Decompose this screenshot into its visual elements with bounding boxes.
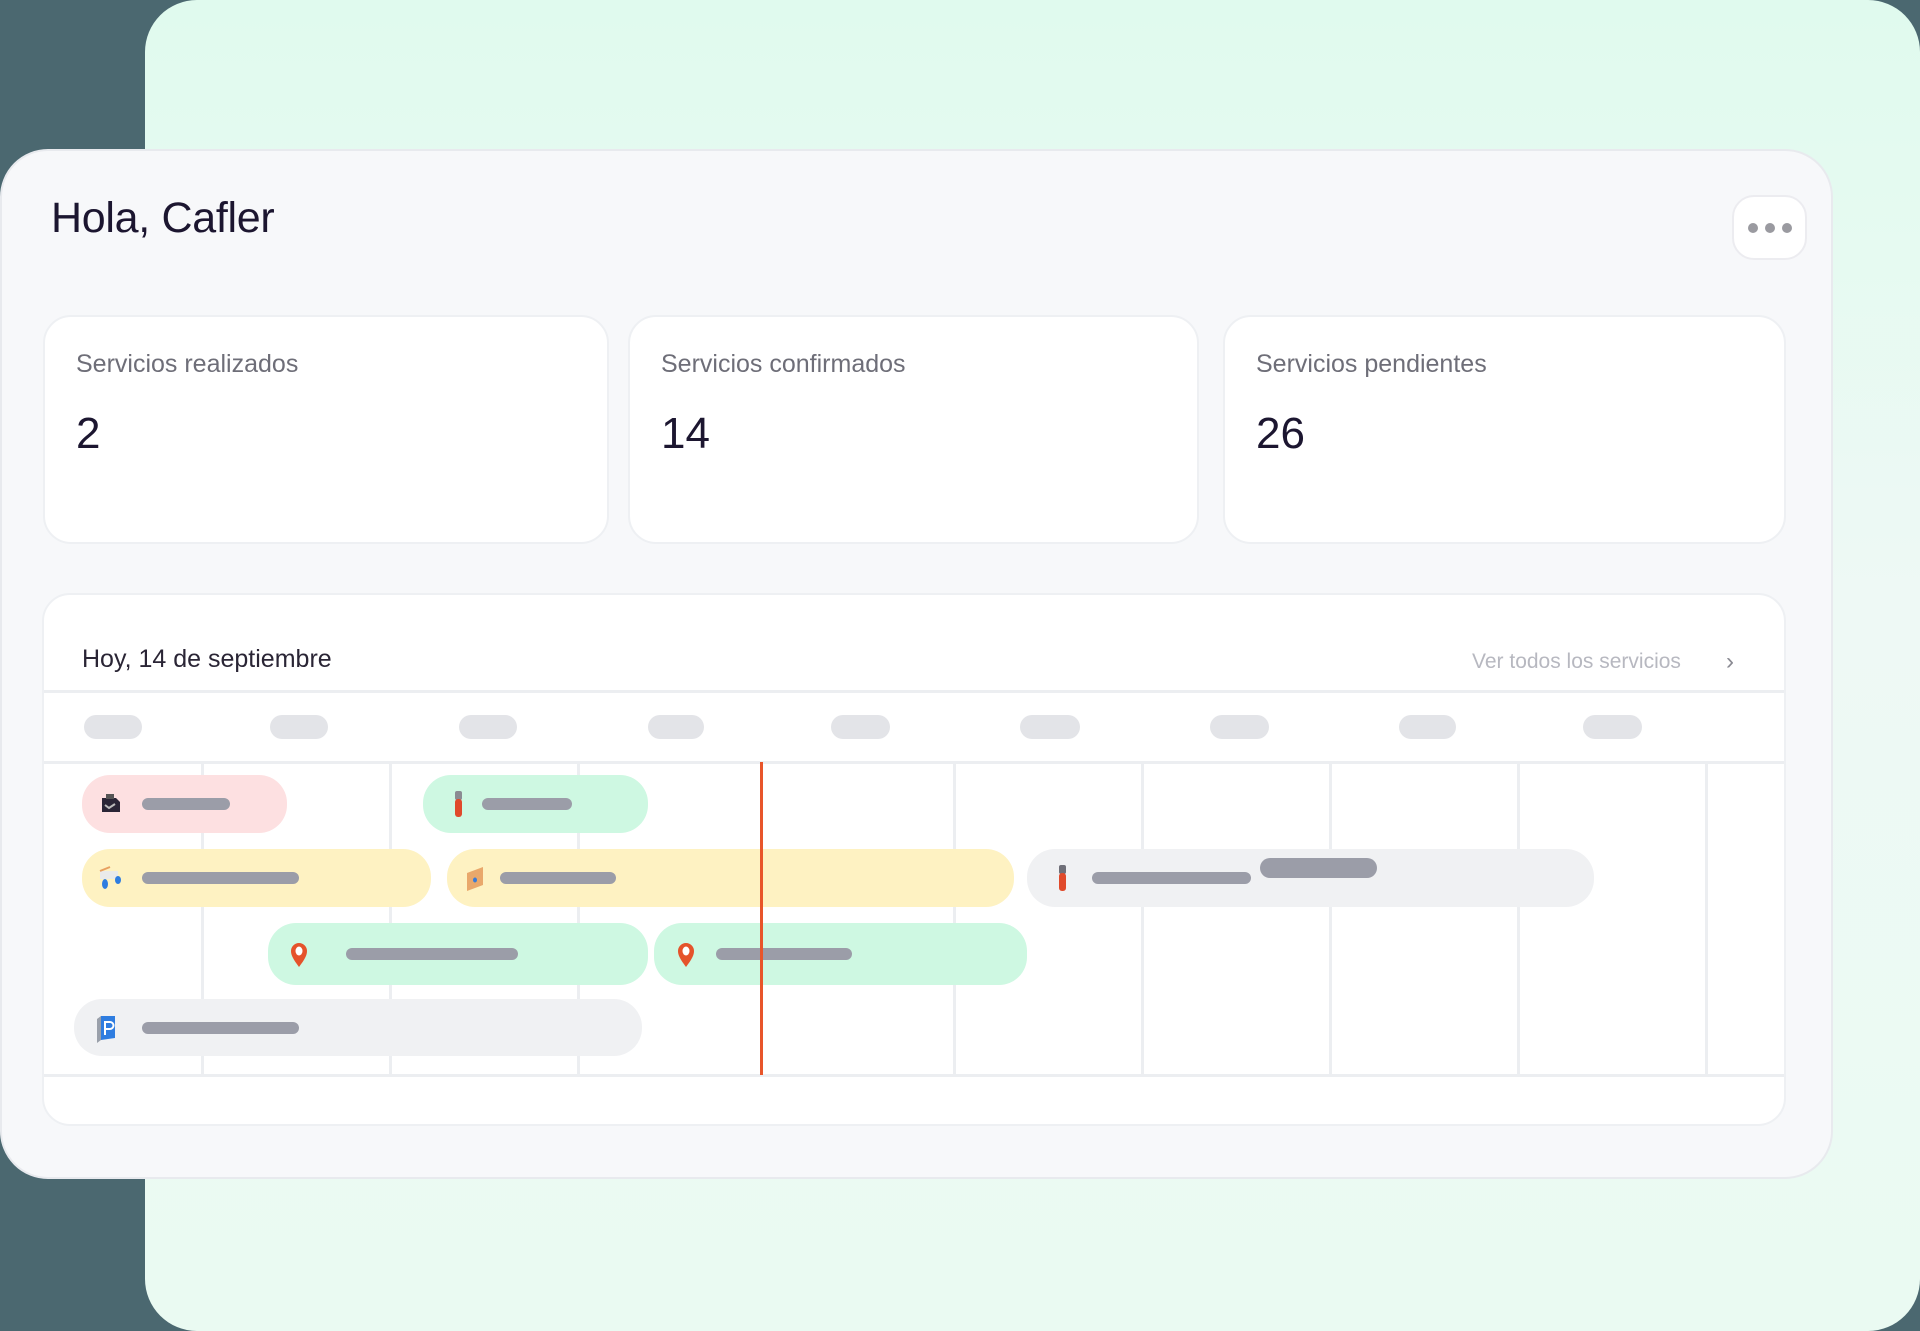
time-label-placeholder	[459, 715, 517, 739]
service-label-placeholder	[142, 872, 299, 884]
location-pin-icon	[678, 943, 694, 967]
grid-column-line	[1517, 762, 1520, 1075]
service-bar[interactable]	[447, 849, 1014, 907]
grid-column-line	[953, 762, 956, 1075]
stat-card-pendientes[interactable]: Servicios pendientes 26	[1223, 315, 1786, 544]
current-time-indicator	[760, 762, 763, 1075]
view-all-services-link[interactable]: Ver todos los servicios	[1472, 650, 1681, 673]
service-label-placeholder	[500, 872, 616, 884]
page-title: Hola, Cafler	[51, 194, 275, 242]
time-label-placeholder	[831, 715, 890, 739]
parking-icon	[97, 1015, 115, 1043]
service-label-placeholder	[716, 948, 852, 960]
grid-column-line	[389, 762, 392, 1075]
more-horizontal-icon	[1764, 222, 1775, 233]
time-label-placeholder	[1020, 715, 1080, 739]
more-horizontal-icon	[1747, 222, 1758, 233]
grid-column-line	[201, 762, 204, 1075]
service-label-placeholder	[1092, 872, 1251, 884]
time-label-placeholder	[1583, 715, 1642, 739]
grid-column-line	[1329, 762, 1332, 1075]
stat-label: Servicios realizados	[76, 350, 299, 378]
stat-card-realizados[interactable]: Servicios realizados 2	[43, 315, 609, 544]
time-label-placeholder	[1210, 715, 1269, 739]
stat-card-confirmados[interactable]: Servicios confirmados 14	[628, 315, 1199, 544]
wrench-icon	[455, 791, 462, 817]
more-horizontal-icon	[1781, 222, 1792, 233]
service-bar[interactable]	[1027, 849, 1594, 907]
service-bar[interactable]	[82, 775, 287, 833]
wrench-icon	[1059, 865, 1066, 891]
service-label-placeholder	[1260, 858, 1377, 878]
grid-column-line	[577, 762, 580, 1075]
service-label-placeholder	[346, 948, 518, 960]
time-label-placeholder	[84, 715, 142, 739]
chevron-right-icon[interactable]: ›	[1726, 648, 1734, 675]
time-label-placeholder	[648, 715, 704, 739]
grid-header-divider	[44, 761, 1784, 764]
car-lift-icon	[99, 866, 121, 889]
more-options-button[interactable]	[1732, 195, 1807, 260]
service-bar[interactable]	[82, 849, 431, 907]
document-icon	[467, 867, 483, 891]
engine-icon	[102, 794, 120, 812]
service-label-placeholder	[482, 798, 572, 810]
stat-value: 14	[661, 409, 710, 458]
header-divider	[44, 690, 1784, 693]
location-pin-icon	[291, 943, 307, 967]
service-label-placeholder	[142, 1021, 299, 1034]
service-label-placeholder	[142, 798, 230, 810]
stat-value: 26	[1256, 409, 1305, 458]
service-bar[interactable]	[423, 775, 648, 833]
stat-value: 2	[76, 409, 101, 458]
grid-column-line	[1141, 762, 1144, 1075]
grid-bottom-divider	[44, 1074, 1784, 1077]
service-bar[interactable]	[654, 923, 1027, 985]
stat-label: Servicios confirmados	[661, 350, 906, 378]
grid-column-line	[1705, 762, 1708, 1075]
service-bar[interactable]	[74, 999, 642, 1056]
timeline-title: Hoy, 14 de septiembre	[82, 645, 332, 673]
time-label-placeholder	[270, 715, 328, 739]
service-bar[interactable]	[268, 923, 648, 985]
stat-label: Servicios pendientes	[1256, 350, 1487, 378]
time-label-placeholder	[1399, 715, 1456, 739]
